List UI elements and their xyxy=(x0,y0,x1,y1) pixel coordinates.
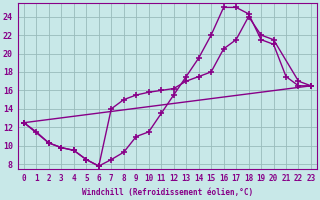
X-axis label: Windchill (Refroidissement éolien,°C): Windchill (Refroidissement éolien,°C) xyxy=(82,188,253,197)
